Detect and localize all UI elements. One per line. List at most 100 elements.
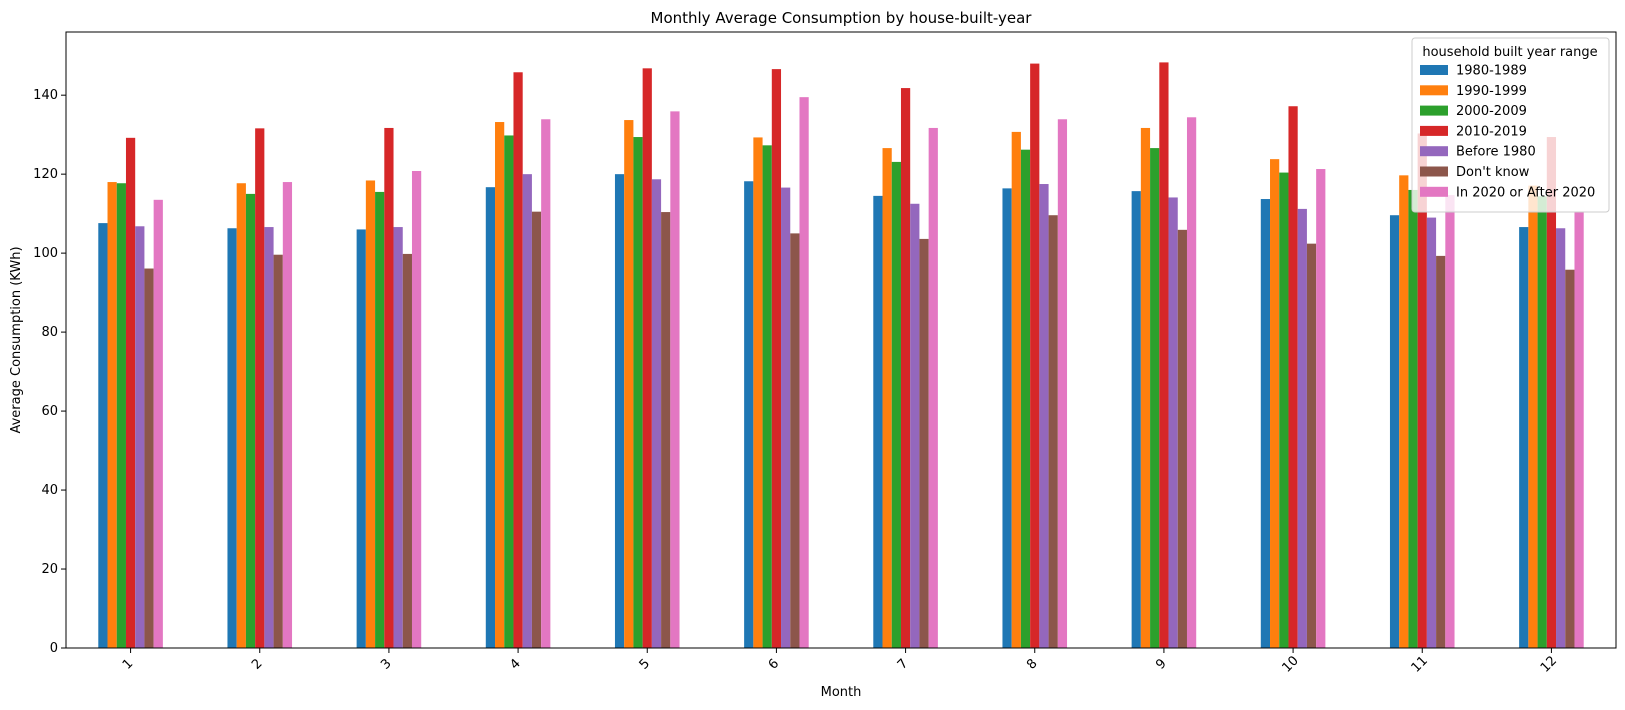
bar	[375, 191, 385, 648]
bar	[642, 68, 652, 649]
legend-label: In 2020 or After 2020	[1456, 185, 1595, 200]
bar	[144, 268, 154, 648]
legend-label: 2000-2009	[1456, 104, 1527, 119]
bar	[1131, 191, 1141, 648]
legend-swatch	[1420, 186, 1448, 197]
bar	[651, 179, 662, 649]
bar	[255, 128, 265, 648]
bar	[153, 199, 163, 649]
bar	[1426, 217, 1437, 649]
y-axis: 0 20 40 60 80 100 120 140	[33, 88, 66, 656]
bar	[1306, 243, 1317, 648]
bar	[531, 211, 542, 648]
y-tick-label: 40	[41, 483, 58, 498]
x-tick-label: 1	[120, 656, 136, 672]
bar	[928, 127, 938, 648]
y-tick-label: 120	[33, 167, 58, 182]
bar	[1546, 137, 1557, 649]
bar	[1417, 133, 1427, 648]
x-tick-label: 10	[1279, 653, 1301, 675]
bar	[1159, 62, 1169, 648]
bar	[1048, 215, 1058, 648]
x-tick-label: 4	[507, 656, 523, 672]
x-axis: 1 2 3 4 5 6 7 8 9 10 11 12	[120, 648, 1560, 676]
bar	[900, 88, 911, 649]
bar	[135, 226, 145, 648]
bar	[1030, 63, 1040, 649]
bar	[1389, 215, 1400, 648]
bar	[891, 161, 901, 648]
bar	[495, 122, 505, 649]
bar	[1150, 148, 1160, 649]
bar	[522, 174, 532, 648]
bar	[245, 193, 256, 648]
bar	[264, 227, 274, 649]
bar	[882, 148, 892, 649]
bar	[273, 254, 283, 648]
bar	[107, 182, 117, 649]
legend-label: Before 1980	[1456, 145, 1536, 160]
bar	[771, 69, 782, 649]
x-tick-label: 3	[378, 656, 394, 672]
bar	[873, 195, 883, 648]
bar	[1177, 229, 1187, 649]
bar	[1288, 106, 1298, 648]
x-tick-label: 7	[895, 656, 911, 672]
bar	[781, 187, 791, 649]
chart-title: Monthly Average Consumption by house-bui…	[651, 9, 1033, 27]
bar	[1002, 188, 1012, 648]
bar	[1057, 119, 1068, 649]
bar	[614, 174, 625, 648]
bar	[365, 180, 376, 648]
y-tick-label: 60	[41, 404, 58, 419]
bar	[485, 187, 496, 648]
bar	[356, 229, 366, 648]
bar	[624, 120, 634, 649]
bar	[282, 182, 293, 649]
x-tick-label: 9	[1153, 656, 1169, 672]
plot-frame	[65, 31, 1617, 649]
bar	[1020, 149, 1031, 648]
x-axis-label: Month	[821, 685, 862, 700]
bar	[513, 72, 523, 649]
bar	[753, 137, 763, 648]
bar	[504, 135, 514, 648]
bar	[227, 228, 237, 648]
bar	[1260, 199, 1271, 648]
x-tick-label: 11	[1409, 653, 1431, 675]
bar	[1140, 127, 1151, 648]
bar	[411, 170, 422, 648]
bar	[1537, 196, 1547, 648]
x-tick-label: 8	[1024, 656, 1040, 672]
legend-swatch	[1420, 125, 1448, 136]
bar	[1399, 175, 1409, 649]
bars	[98, 62, 1584, 649]
bar	[799, 97, 809, 648]
legend-swatch	[1420, 105, 1448, 116]
y-tick-label: 20	[41, 562, 58, 577]
legend-label: 1990-1999	[1456, 84, 1527, 99]
bar	[1279, 172, 1289, 649]
bar	[98, 223, 108, 648]
bar	[1574, 212, 1584, 649]
bar	[790, 233, 800, 648]
bar	[633, 137, 643, 649]
bar	[393, 227, 403, 649]
y-tick-label: 100	[33, 246, 58, 261]
y-tick-label: 0	[50, 641, 58, 656]
legend-swatch	[1420, 166, 1448, 177]
legend-frame	[1411, 37, 1610, 213]
bar	[1565, 269, 1575, 648]
y-axis-label: Average Consumption (KWh)	[9, 246, 24, 433]
bar	[1408, 189, 1418, 648]
bar	[744, 181, 754, 648]
bar	[1039, 184, 1049, 648]
legend-swatch	[1420, 65, 1448, 75]
bar	[236, 183, 246, 648]
x-tick-label: 5	[637, 656, 653, 672]
x-tick-label: 12	[1538, 653, 1560, 675]
bar	[1445, 195, 1455, 649]
bar	[1528, 185, 1538, 648]
legend-swatch	[1420, 146, 1448, 157]
